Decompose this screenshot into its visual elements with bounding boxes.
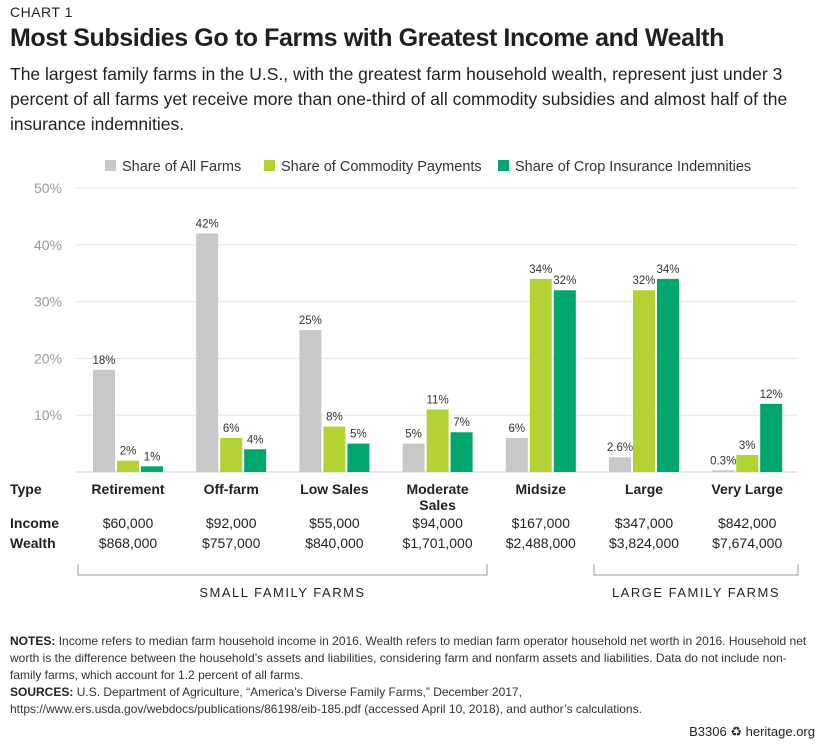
income-value: $55,000: [309, 515, 360, 531]
income-value: $167,000: [512, 515, 571, 531]
wealth-value: $757,000: [202, 535, 261, 551]
wealth-value: $1,701,000: [403, 535, 473, 551]
bar-value-label: 18%: [92, 355, 115, 367]
bar: [760, 403, 783, 472]
notes: NOTES: Income refers to median farm hous…: [10, 633, 810, 684]
group-label: SMALL FAMILY FARMS: [199, 585, 365, 600]
category-label: Large: [625, 481, 663, 497]
notes-block: NOTES: Income refers to median farm hous…: [10, 633, 810, 718]
category-label: Very Large: [711, 481, 783, 497]
category-label: Sales: [419, 497, 456, 513]
income-value: $92,000: [206, 515, 257, 531]
bar-value-label: 34%: [656, 264, 679, 276]
sources-text: U.S. Department of Agriculture, “America…: [10, 685, 642, 716]
income-value: $347,000: [615, 515, 674, 531]
category-label: Moderate: [406, 481, 468, 497]
bar: [93, 369, 115, 472]
legend-label: Share of All Farms: [122, 159, 241, 175]
bar: [609, 457, 631, 472]
wealth-value: $868,000: [99, 535, 158, 551]
row-header-type: Type: [10, 481, 42, 497]
bar-value-label: 42%: [196, 218, 219, 230]
bar-value-label: 34%: [529, 264, 552, 276]
category-label: Retirement: [91, 481, 164, 497]
bell-icon: ♻: [730, 724, 742, 739]
bar: [347, 443, 370, 472]
bar: [323, 426, 346, 472]
bar: [117, 460, 139, 472]
bar-value-label: 25%: [299, 315, 322, 327]
group-bracket: [593, 564, 799, 576]
y-tick-label: 30%: [34, 294, 62, 310]
income-value: $842,000: [718, 515, 777, 531]
chart-title: Most Subsidies Go to Farms with Greatest…: [10, 24, 724, 52]
site-link[interactable]: heritage.org: [745, 724, 815, 739]
bar-value-label: 32%: [632, 275, 655, 287]
bar: [450, 432, 473, 472]
bar: [220, 437, 243, 472]
wealth-value: $7,674,000: [712, 535, 782, 551]
bar-value-label: 7%: [453, 417, 470, 429]
bar: [712, 470, 735, 472]
bar-value-label: 11%: [427, 395, 449, 407]
group-label: LARGE FAMILY FARMS: [612, 585, 780, 600]
chart-code: B3306: [689, 724, 727, 739]
legend-swatch: [264, 160, 275, 171]
row-header-wealth: Wealth: [10, 535, 56, 551]
bar: [141, 466, 163, 472]
notes-label: NOTES:: [10, 634, 56, 648]
bar-value-label: 2.6%: [607, 442, 633, 454]
sources: SOURCES: U.S. Department of Agriculture,…: [10, 684, 810, 718]
bar-value-label: 32%: [553, 275, 576, 287]
legend-swatch: [498, 160, 509, 171]
bar: [505, 437, 528, 472]
bar-value-label: 1%: [144, 451, 161, 463]
y-tick-label: 50%: [34, 180, 62, 196]
bar: [426, 409, 449, 472]
bar: [657, 278, 679, 472]
sources-label: SOURCES:: [10, 685, 74, 699]
income-value: $60,000: [103, 515, 154, 531]
bar: [633, 290, 655, 472]
bar: [196, 233, 219, 472]
bar-value-label: 3%: [739, 440, 756, 452]
bar: [299, 330, 322, 472]
bar: [244, 449, 267, 472]
chart-subtitle: The largest family farms in the U.S., wi…: [10, 64, 788, 134]
bar: [553, 290, 576, 472]
category-label: Midsize: [516, 481, 567, 497]
category-label: Off-farm: [204, 481, 259, 497]
chart-kicker: CHART 1: [10, 4, 73, 20]
legend-swatch: [105, 160, 116, 171]
bar-value-label: 4%: [247, 434, 264, 446]
bar-chart: 10% 20% 30% 40% 50% Share of All Farms Share o…: [10, 159, 799, 600]
income-value: $94,000: [412, 515, 463, 531]
row-header-income: Income: [10, 515, 59, 531]
bar-value-label: 2%: [120, 446, 137, 458]
footer: B3306 ♻ heritage.org: [689, 724, 815, 740]
bar-value-label: 5%: [350, 429, 367, 441]
wealth-value: $840,000: [305, 535, 364, 551]
y-tick-label: 20%: [34, 350, 62, 366]
bar: [402, 443, 425, 472]
bar: [736, 454, 759, 472]
y-tick-label: 10%: [34, 407, 62, 423]
group-bracket: [77, 564, 488, 576]
bar-value-label: 0.3%: [710, 455, 736, 467]
bar: [529, 278, 552, 472]
wealth-value: $3,824,000: [609, 535, 679, 551]
legend-label: Share of Commodity Payments: [281, 159, 482, 175]
bar-value-label: 6%: [508, 423, 525, 435]
notes-text: Income refers to median farm household i…: [10, 634, 807, 682]
category-label: Low Sales: [300, 481, 369, 497]
wealth-value: $2,488,000: [506, 535, 576, 551]
y-tick-label: 40%: [34, 237, 62, 253]
bar-value-label: 5%: [405, 429, 422, 441]
legend-label: Share of Crop Insurance Indemnities: [515, 159, 751, 175]
bar-value-label: 8%: [326, 412, 343, 424]
bar-value-label: 12%: [760, 389, 783, 401]
bar-value-label: 6%: [223, 423, 240, 435]
